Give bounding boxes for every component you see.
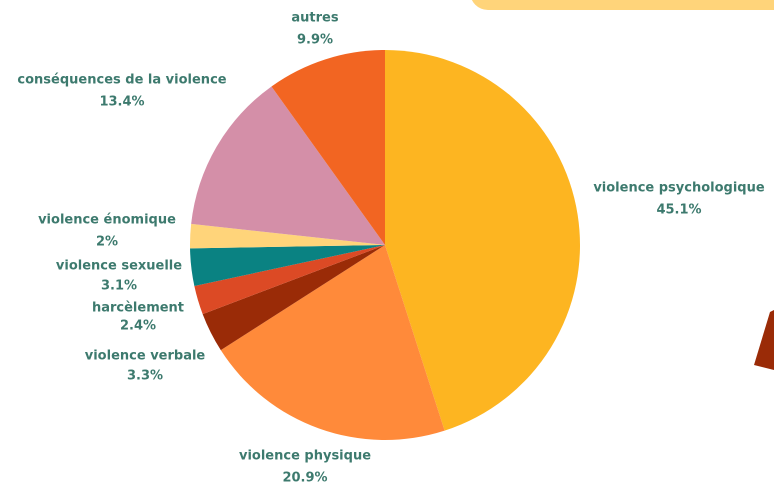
slice-label: autres [291, 11, 338, 26]
decor-shape [754, 310, 774, 370]
slice-label: violence énomique [38, 213, 176, 228]
slice-value: 2% [96, 235, 118, 250]
slice-value: 9.9% [297, 33, 333, 48]
slice-value: 13.4% [99, 95, 144, 110]
slice-value: 45.1% [656, 203, 701, 218]
slice-value: 3.1% [101, 279, 137, 294]
pie-slice [385, 50, 581, 431]
slice-label: violence physique [239, 449, 371, 464]
slice-value: 3.3% [127, 369, 163, 384]
slice-label: violence verbale [85, 349, 206, 364]
decor-banner [471, 0, 774, 10]
slice-label: violence psychologique [593, 181, 765, 196]
slice-label: conséquences de la violence [17, 73, 226, 88]
pie-slice [271, 50, 385, 245]
slice-label: violence sexuelle [56, 259, 182, 274]
pie-slice [194, 245, 385, 315]
slice-value: 2.4% [120, 319, 156, 334]
slice-value: 20.9% [282, 471, 327, 483]
pie-slice [191, 86, 385, 245]
pie-slice [220, 245, 445, 441]
pie-slice [190, 223, 385, 249]
slice-label: harcèlement [92, 301, 184, 316]
pie-slice [202, 245, 385, 351]
pie-slice [190, 245, 385, 287]
